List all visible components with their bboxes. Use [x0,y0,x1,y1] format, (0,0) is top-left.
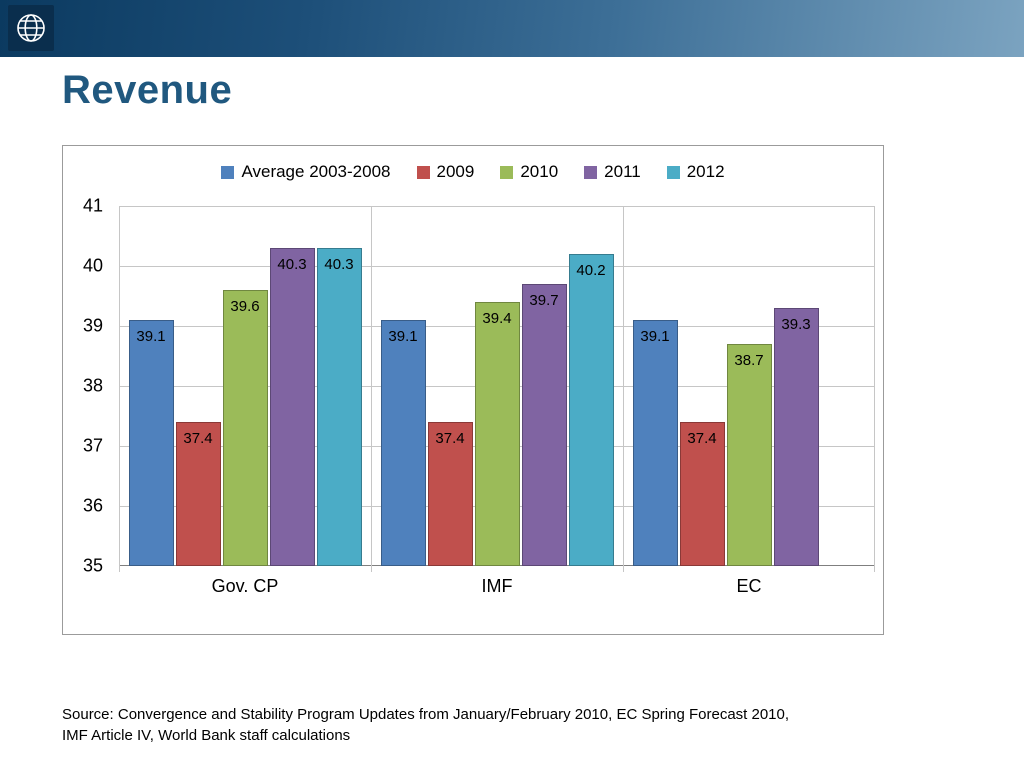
bar-value-label: 39.1 [640,328,670,345]
y-tick-label: 40 [82,255,103,276]
legend-label: Average 2003-2008 [241,162,391,181]
legend-item: 2011 [584,162,641,182]
bar-value-label: 40.2 [576,262,606,279]
legend-label: 2012 [686,162,725,181]
y-tick-label: 41 [82,195,103,216]
bar-value-label: 39.1 [136,328,166,345]
source-line: IMF Article IV, World Bank staff calcula… [62,727,351,744]
bar-value-label: 39.6 [230,298,260,315]
bar-value-label: 37.4 [687,430,717,447]
y-tick-label: 36 [82,495,103,516]
bar [128,320,174,566]
x-axis: Gov. CP IMF EC [119,566,875,600]
bar-value-label: 38.7 [734,352,764,369]
bar [474,302,520,566]
legend-label: 2009 [436,162,475,181]
revenue-chart: Average 2003-2008 2009 2010 2011 2012 35 36 37… [62,145,884,635]
y-axis: 35 36 37 38 39 40 41 [63,196,109,576]
bar [269,248,315,566]
bar-value-label: 37.4 [183,430,213,447]
bar [316,248,362,566]
category-separator [119,206,120,572]
bar [380,320,426,566]
bar [679,422,725,566]
category-separator [874,206,875,572]
legend-item: Average 2003-2008 [221,162,391,182]
bar [222,290,268,566]
bar [726,344,772,566]
plot-area: 39.1 37.4 39.6 40.3 40.3 39.1 37.4 39.4 39.7 40.2… [119,206,875,572]
gridline [119,266,875,267]
legend-item: 2012 [666,162,725,182]
bar [568,254,614,566]
gridline [119,206,875,207]
y-tick-label: 39 [82,315,103,336]
chart-legend: Average 2003-2008 2009 2010 2011 2012 [63,162,883,182]
slide-title: Revenue [62,68,233,112]
world-bank-logo [8,5,54,51]
source-line: Source: Convergence and Stability Progra… [62,706,790,723]
bar [773,308,819,566]
bar-value-label: 37.4 [435,430,465,447]
source-note: Source: Convergence and Stability Progra… [62,704,962,746]
bar-value-label: 39.7 [529,292,559,309]
globe-icon [17,14,45,42]
x-category-label: EC [736,576,762,596]
legend-swatch [416,165,430,179]
bar-value-label: 40.3 [324,256,354,273]
bar [427,422,473,566]
bar-value-label: 40.3 [277,256,307,273]
header-band [0,0,1024,57]
legend-label: 2010 [520,162,559,181]
legend-swatch [500,165,514,179]
x-category-label: IMF [481,576,513,596]
x-category-label: Gov. CP [211,576,279,596]
legend-item: 2009 [416,162,475,182]
legend-swatch [666,165,680,179]
legend-swatch [221,165,235,179]
legend-swatch [584,165,598,179]
y-tick-label: 37 [82,435,103,456]
y-tick-label: 38 [82,375,103,396]
category-separator [623,206,624,572]
bar-value-label: 39.4 [482,310,512,327]
bar [521,284,567,566]
y-tick-label: 35 [82,555,103,576]
bar [175,422,221,566]
bar-value-label: 39.3 [781,316,811,333]
legend-item: 2010 [500,162,558,182]
legend-label: 2011 [604,162,641,181]
bar [632,320,678,566]
bar-value-label: 39.1 [388,328,418,345]
category-separator [371,206,372,572]
